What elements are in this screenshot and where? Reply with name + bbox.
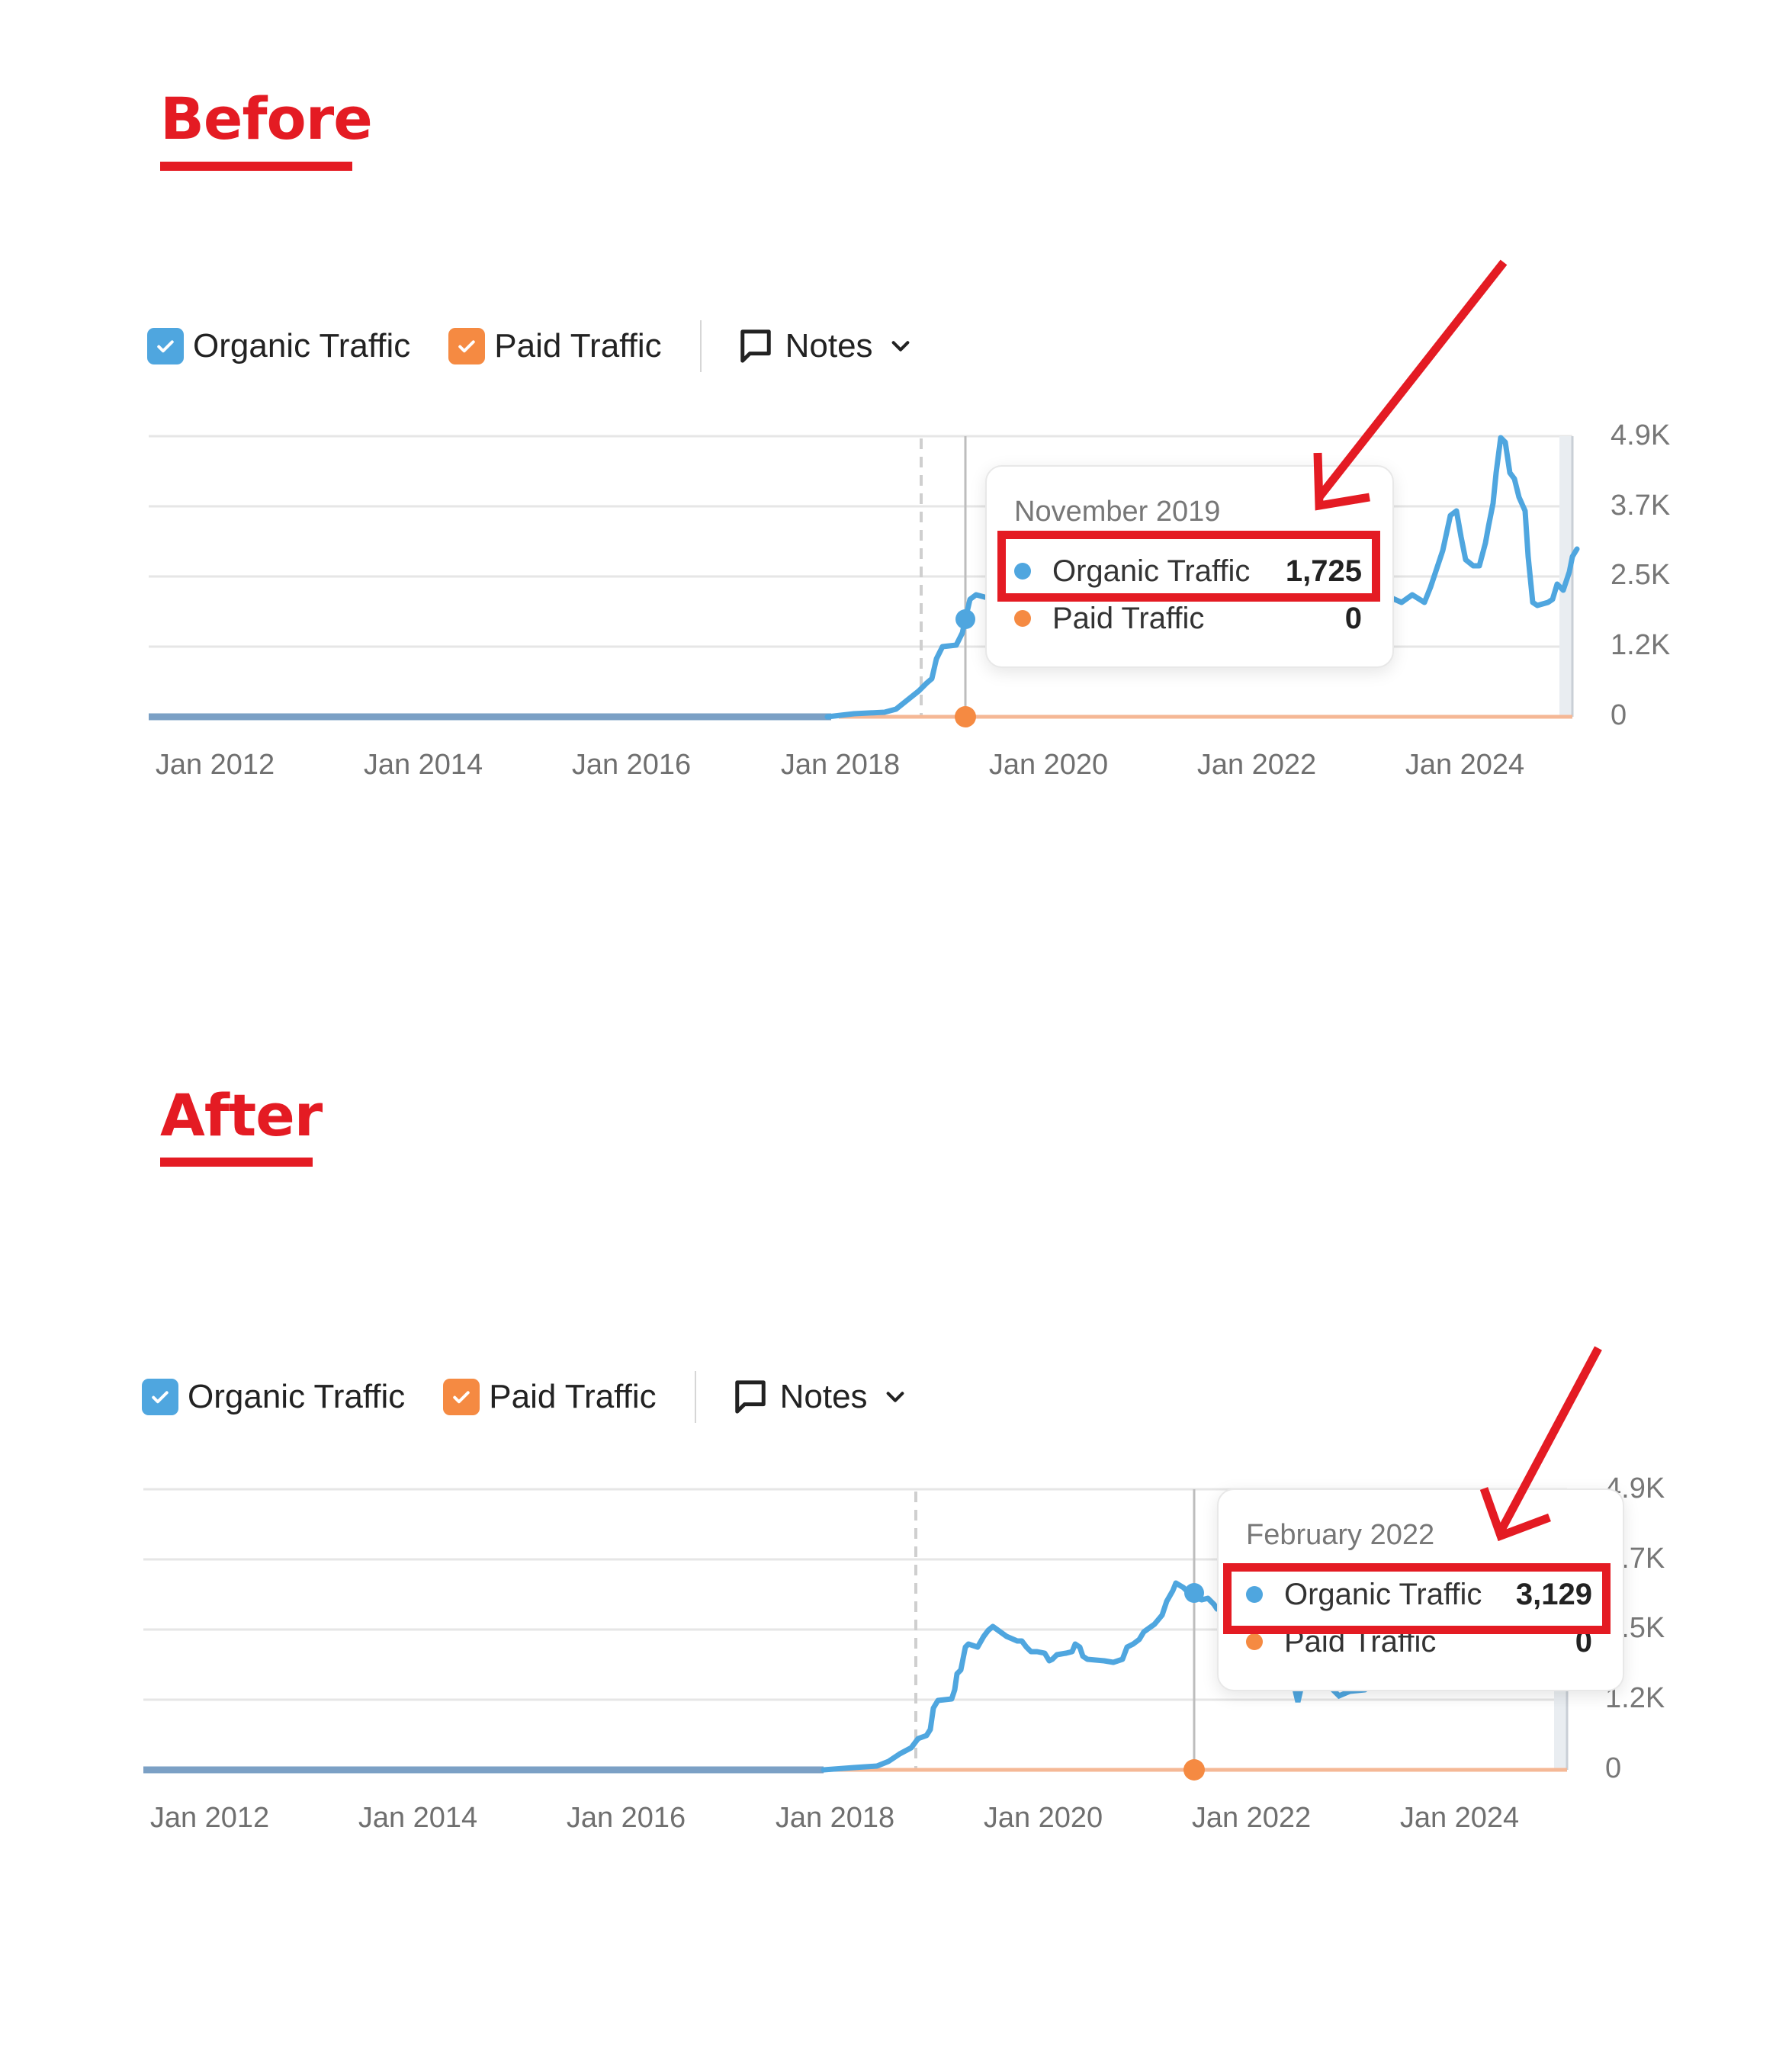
tooltip-row-organic: Organic Traffic 1,725 <box>1014 552 1362 590</box>
x-tick-label: Jan 2012 <box>155 749 275 781</box>
notes-label: Notes <box>785 327 873 364</box>
before-heading: Before <box>160 85 373 153</box>
tooltip-label: Organic Traffic <box>1052 554 1251 588</box>
notes-dropdown[interactable]: Notes <box>733 1378 906 1416</box>
y-tick-label: 3.7K <box>1611 490 1671 522</box>
tooltip-value: 0 <box>1344 601 1362 635</box>
y-tick-label: 2.5K <box>1611 559 1671 591</box>
legend-paid-toggle[interactable]: Paid Traffic <box>443 1378 657 1416</box>
legend-paid-label: Paid Traffic <box>494 327 662 364</box>
organic-dot-icon <box>1246 1586 1263 1603</box>
legend-divider <box>699 320 702 372</box>
x-tick-label: Jan 2016 <box>571 749 692 781</box>
tooltip-label: Paid Traffic <box>1052 601 1205 635</box>
x-tick-label: Jan 2014 <box>358 1802 478 1834</box>
y-tick-label: 0 <box>1605 1752 1622 1784</box>
paid-dot-icon <box>1014 610 1031 627</box>
checkbox-checked-icon[interactable] <box>443 1379 480 1415</box>
tooltip-label: Organic Traffic <box>1284 1577 1482 1611</box>
checkbox-checked-icon[interactable] <box>142 1379 178 1415</box>
paid-dot-icon <box>1246 1633 1263 1650</box>
highlight-box <box>997 531 1380 602</box>
y-tick-label: 0 <box>1611 699 1627 731</box>
before-tooltip: November 2019 Organic Traffic 1,725 Paid… <box>985 465 1394 668</box>
x-tick-label: Jan 2012 <box>149 1802 270 1834</box>
x-tick-label: Jan 2022 <box>1191 1802 1312 1834</box>
before-chart-plot[interactable] <box>0 0 1792 839</box>
tooltip-value: 3,129 <box>1515 1577 1592 1611</box>
x-tick-label: Jan 2018 <box>775 1802 895 1834</box>
legend-organic-label: Organic Traffic <box>193 327 411 364</box>
notes-dropdown[interactable]: Notes <box>738 327 911 365</box>
x-tick-label: Jan 2020 <box>988 749 1109 781</box>
x-tick-label: Jan 2020 <box>983 1802 1103 1834</box>
x-tick-label: Jan 2014 <box>363 749 483 781</box>
legend-divider <box>694 1371 696 1423</box>
tooltip-date: February 2022 <box>1246 1519 1435 1551</box>
legend-paid-label: Paid Traffic <box>489 1378 657 1415</box>
tooltip-row-paid: Paid Traffic 0 <box>1014 599 1362 637</box>
after-heading: After <box>160 1081 323 1149</box>
x-tick-label: Jan 2022 <box>1196 749 1317 781</box>
organic-dot-icon <box>1014 563 1031 580</box>
after-heading-underline <box>160 1158 313 1167</box>
legend-paid-toggle[interactable]: Paid Traffic <box>448 327 662 365</box>
y-tick-label: 1.2K <box>1611 629 1671 661</box>
chevron-down-icon <box>891 341 909 352</box>
comment-icon <box>734 1380 766 1414</box>
highlight-box <box>1223 1563 1611 1634</box>
tooltip-date: November 2019 <box>1014 496 1221 528</box>
comment-icon <box>740 329 771 363</box>
legend-organic-toggle[interactable]: Organic Traffic <box>142 1378 405 1416</box>
legend-organic-toggle[interactable]: Organic Traffic <box>147 327 410 365</box>
x-tick-label: Jan 2018 <box>780 749 901 781</box>
chevron-down-icon <box>886 1392 904 1402</box>
x-tick-label: Jan 2016 <box>566 1802 686 1834</box>
after-legend: Organic Traffic Paid Traffic Notes <box>142 1366 906 1427</box>
legend-organic-label: Organic Traffic <box>188 1378 406 1415</box>
x-tick-label: Jan 2024 <box>1399 1802 1520 1834</box>
notes-label: Notes <box>779 1378 868 1415</box>
y-tick-label: 4.9K <box>1611 419 1671 451</box>
tooltip-value: 1,725 <box>1285 554 1362 588</box>
checkbox-checked-icon[interactable] <box>147 328 184 364</box>
before-legend: Organic Traffic Paid Traffic Notes <box>147 316 911 377</box>
tooltip-row-organic: Organic Traffic 3,129 <box>1246 1575 1592 1614</box>
x-tick-label: Jan 2024 <box>1405 749 1525 781</box>
checkbox-checked-icon[interactable] <box>448 328 486 364</box>
before-heading-underline <box>160 162 352 171</box>
